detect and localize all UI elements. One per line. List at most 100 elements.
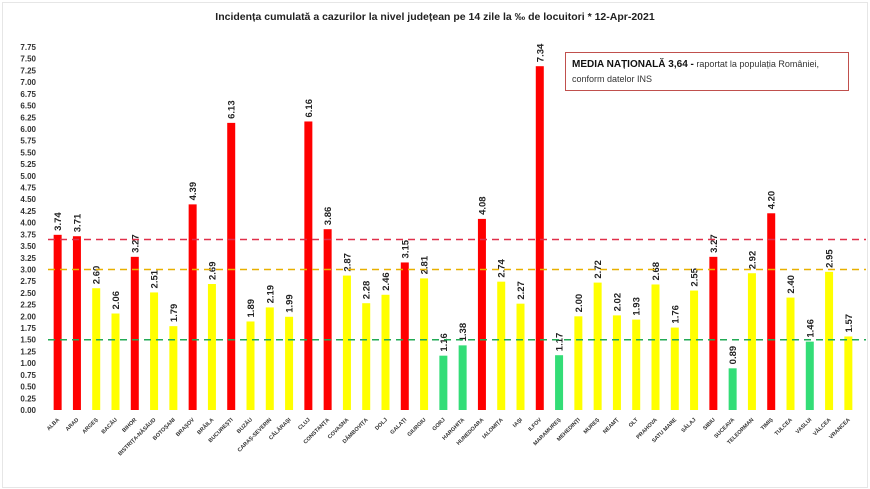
bar xyxy=(805,341,814,410)
y-tick-label: 5.75 xyxy=(20,137,36,146)
y-tick-label: 2.00 xyxy=(20,312,36,321)
x-tick-label: SIBIU xyxy=(702,417,717,432)
x-tick-label: ILFOV xyxy=(527,417,543,433)
x-tick-label: TULCEA xyxy=(774,417,794,437)
y-tick-label: 6.75 xyxy=(20,90,36,99)
data-label: 3.15 xyxy=(400,239,411,258)
bar xyxy=(709,256,718,410)
y-tick-label: 7.25 xyxy=(20,66,36,75)
data-label: 2.06 xyxy=(111,291,122,310)
data-label: 2.87 xyxy=(342,253,353,272)
data-label: 2.00 xyxy=(574,294,585,313)
y-tick-label: 6.00 xyxy=(20,125,36,134)
bar xyxy=(169,326,178,410)
y-tick-label: 6.25 xyxy=(20,113,36,122)
x-tick-label: BRAȘOV xyxy=(175,417,196,438)
data-label: 3.74 xyxy=(53,212,64,231)
bar xyxy=(362,303,371,410)
data-label: 1.79 xyxy=(169,304,180,323)
bar xyxy=(612,315,621,410)
bar xyxy=(323,229,332,410)
data-label: 6.13 xyxy=(227,100,238,119)
data-label: 2.02 xyxy=(612,293,623,312)
y-tick-label: 6.50 xyxy=(20,102,36,111)
bar xyxy=(227,122,236,410)
data-label: 3.86 xyxy=(323,207,334,226)
bar xyxy=(690,290,699,410)
y-tick-label: 3.00 xyxy=(20,265,36,274)
bar xyxy=(535,66,544,411)
y-tick-label: 1.25 xyxy=(20,347,36,356)
x-tick-label: ARAD xyxy=(65,417,80,432)
x-tick-label: IALOMIȚA xyxy=(482,417,505,440)
data-label: 2.74 xyxy=(497,258,508,277)
bar xyxy=(786,297,795,410)
x-tick-label: BIHOR xyxy=(121,417,138,434)
bar xyxy=(420,278,429,410)
y-tick-label: 4.25 xyxy=(20,207,36,216)
data-label: 3.27 xyxy=(709,234,720,253)
x-tick-label: BUZĂU xyxy=(235,416,254,435)
y-tick-label: 1.75 xyxy=(20,324,36,333)
bar xyxy=(767,213,776,410)
bar xyxy=(728,368,737,410)
y-tick-label: 0.00 xyxy=(20,406,36,415)
bar xyxy=(381,294,390,410)
x-tick-label: OLT xyxy=(628,417,640,429)
note-bold: MEDIA NAȚIONALĂ 3,64 - xyxy=(572,59,694,70)
y-tick-label: 4.00 xyxy=(20,219,36,228)
bar xyxy=(246,321,255,410)
bar xyxy=(593,282,602,410)
y-tick-label: 0.75 xyxy=(20,371,36,380)
y-tick-label: 7.00 xyxy=(20,78,36,87)
data-label: 2.46 xyxy=(381,272,392,291)
x-tick-label: CARAȘ-SEVERIN xyxy=(237,417,273,453)
data-label: 2.40 xyxy=(786,275,797,294)
x-tick-label: GORJ xyxy=(432,417,447,432)
x-tick-label: DOLJ xyxy=(374,417,389,432)
x-tick-label: MUREȘ xyxy=(583,417,602,436)
bar xyxy=(651,284,660,410)
data-label: 3.27 xyxy=(130,234,141,253)
data-label: 2.69 xyxy=(207,262,218,281)
bar xyxy=(265,307,274,410)
data-label: 2.19 xyxy=(265,285,276,304)
data-label: 2.81 xyxy=(420,255,431,274)
data-label: 2.60 xyxy=(92,266,103,285)
bar xyxy=(844,336,853,410)
data-label: 1.57 xyxy=(844,314,855,333)
data-label: 2.51 xyxy=(150,269,161,288)
bar xyxy=(497,281,506,410)
y-tick-label: 2.25 xyxy=(20,301,36,310)
y-tick-label: 3.25 xyxy=(20,254,36,263)
y-tick-label: 7.75 xyxy=(20,43,36,52)
bar xyxy=(342,275,351,410)
data-label: 1.89 xyxy=(246,299,257,318)
x-tick-label: IAȘI xyxy=(512,417,524,429)
data-label: 2.95 xyxy=(825,249,836,268)
x-tick-label: ARGEȘ xyxy=(82,417,100,435)
data-label: 2.68 xyxy=(651,262,662,281)
y-tick-label: 4.75 xyxy=(20,184,36,193)
x-tick-label: NEAMȚ xyxy=(602,417,621,436)
bar xyxy=(516,303,525,410)
bar xyxy=(72,236,81,410)
bar xyxy=(111,313,120,410)
data-label: 1.46 xyxy=(805,319,816,338)
y-tick-label: 2.75 xyxy=(20,277,36,286)
x-tick-label: GIURGIU xyxy=(407,417,428,438)
bar xyxy=(439,355,448,410)
data-label: 2.27 xyxy=(516,281,527,300)
data-label: 0.89 xyxy=(728,346,739,365)
bar xyxy=(207,284,216,410)
bar xyxy=(632,319,641,410)
bar xyxy=(477,218,486,410)
bar xyxy=(285,316,294,410)
y-tick-label: 3.75 xyxy=(20,230,36,239)
x-tick-label: BACĂU xyxy=(100,416,119,435)
y-tick-label: 1.50 xyxy=(20,336,36,345)
data-label: 1.93 xyxy=(632,297,643,316)
y-tick-label: 7.50 xyxy=(20,55,36,64)
bar xyxy=(53,234,62,410)
